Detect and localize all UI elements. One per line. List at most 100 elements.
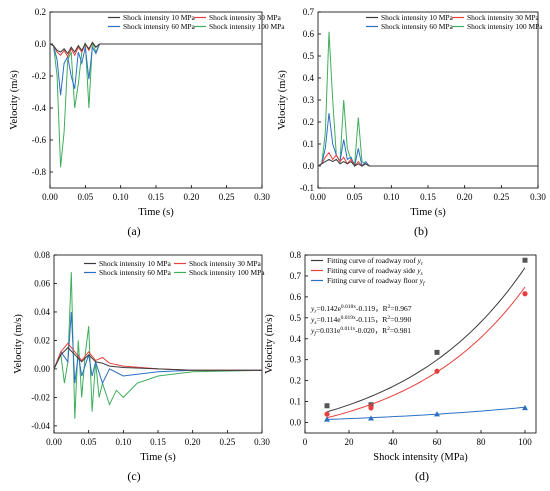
fit-equation: yf=0.031e0.011x-0.020，R2=0.981 (310, 326, 411, 337)
x-tick-label: 0.20 (183, 192, 199, 202)
legend-entry: Shock intensity 100 MPa (209, 22, 285, 31)
y-tick-label: 0.5 (303, 51, 315, 61)
data-point (522, 291, 528, 297)
legend-entry: Fitting curve of roadway side ys (327, 266, 423, 277)
x-tick-label: 0.00 (46, 437, 62, 447)
y-tick-label: -0.2 (32, 71, 46, 81)
y-tick-label: 0.2 (290, 376, 301, 386)
y-tick-label: 0.4 (303, 73, 315, 83)
data-point (522, 257, 528, 263)
data-point (522, 404, 528, 411)
x-tick-label: 0 (303, 437, 308, 447)
panel-label: (a) (127, 224, 140, 238)
y-tick-label: -0.6 (32, 135, 47, 145)
x-tick-label: 0.05 (347, 192, 363, 202)
x-tick-label: 0.30 (530, 192, 546, 202)
y-tick-label: 0.00 (34, 364, 50, 374)
x-tick-label: 100 (518, 437, 532, 447)
fit-curve (326, 406, 526, 420)
y-tick-label: 0.3 (303, 95, 315, 105)
x-axis-title: Time (s) (410, 207, 446, 218)
fit-curve (326, 286, 526, 419)
y-tick-label: 0.3 (290, 355, 302, 365)
chart-panel-2: 0.00 0.05 0.10 0.15 0.20 0.25 0.30 0.7 0.6 0.5 0.4… (277, 7, 546, 238)
y-tick-label: 0.1 (303, 139, 314, 149)
data-point (324, 411, 330, 417)
x-tick-label: 0.15 (148, 192, 164, 202)
chart-panel-3: 0.00 0.05 0.10 0.15 0.20 0.25 0.30 0.08 0.06 0.04… (13, 250, 270, 483)
x-tick-label: 0.15 (420, 192, 436, 202)
series-line (53, 311, 262, 385)
x-tick-label: 0.10 (383, 192, 399, 202)
legend-entry: Fitting curve of roadway floor yf (327, 276, 426, 287)
x-tick-label: 0.20 (185, 437, 201, 447)
y-axis-title: Velocity (m/s) (264, 314, 275, 374)
y-tick-label: 0.7 (303, 7, 315, 17)
fit-equation: yr=0.142e0.018x-0.119，R2=0.967 (310, 304, 412, 315)
plot-frame (49, 11, 263, 189)
legend-entry: Shock intensity 100 MPa (467, 22, 543, 31)
chart-panel-4: 0 20 40 60 80 100 0.8 0.7 0.6 0.5 0.4 0.3 0.2 0.1 0.0 S… (264, 250, 537, 483)
series-line (49, 41, 262, 55)
y-tick-label: 0.6 (303, 29, 315, 39)
data-point (368, 415, 374, 421)
y-tick-label: 0.04 (34, 307, 50, 317)
legend-entry: Shock intensity 60 MPa (123, 22, 196, 31)
y-tick-label: 0.5 (290, 313, 302, 323)
x-tick-label: 0.25 (219, 437, 235, 447)
y-tick-label: 0.6 (290, 292, 302, 302)
y-axis-title: Velocity (m/s) (13, 314, 24, 374)
chart-panel-1: 0.00 0.05 0.10 0.15 0.20 0.25 0.30 0.2 0.0 -0.2 -0… (9, 7, 285, 238)
x-tick-label: 0.25 (493, 192, 509, 202)
legend-entry: Shock intensity 10 MPa (123, 13, 196, 22)
x-tick-label: 0.10 (113, 192, 129, 202)
y-tick-label: 0.0 (290, 418, 302, 428)
series-line (317, 113, 538, 168)
y-tick-label: 0.06 (34, 278, 50, 288)
series-line (53, 346, 262, 371)
y-axis-title: Velocity (m/s) (277, 70, 288, 130)
series-line (317, 151, 538, 167)
x-axis-title: Shock intensity (MPa) (373, 452, 468, 463)
x-tick-label: 80 (477, 437, 487, 447)
x-tick-label: 0.30 (254, 437, 270, 447)
x-axis-title: Time (s) (138, 207, 174, 218)
x-tick-label: 0.05 (77, 192, 93, 202)
plot-frame (304, 254, 537, 434)
y-tick-label: -0.8 (32, 167, 47, 177)
y-tick-label: -0.1 (300, 183, 314, 193)
panel-label: (d) (415, 469, 429, 483)
x-tick-label: 40 (389, 437, 399, 447)
x-tick-label: 0.10 (115, 437, 131, 447)
legend-entry: Shock intensity 30 MPa (209, 13, 282, 22)
x-tick-label: 0.15 (150, 437, 166, 447)
legend-entry: Shock intensity 10 MPa (99, 259, 172, 268)
y-tick-label: 0.4 (290, 334, 302, 344)
legend-entry: Shock intensity 10 MPa (381, 13, 454, 22)
legend-entry: Shock intensity 30 MPa (189, 259, 262, 268)
y-tick-label: 0.2 (303, 117, 314, 127)
fit-curve (326, 267, 526, 413)
data-point (324, 403, 330, 409)
panel-label: (c) (127, 469, 140, 483)
series-line (317, 158, 538, 167)
y-axis-title: Velocity (m/s) (9, 70, 20, 130)
x-tick-label: 20 (345, 437, 355, 447)
fit-equation: ys=0.114e0.019x-0.115，R2=0.990 (310, 315, 411, 326)
x-tick-label: 0.00 (42, 192, 58, 202)
x-tick-label: 0.25 (219, 192, 235, 202)
x-tick-label: 0.30 (254, 192, 270, 202)
data-point (434, 368, 440, 374)
x-tick-label: 0.00 (310, 192, 326, 202)
x-axis-title: Time (s) (140, 452, 176, 463)
x-tick-label: 0.05 (81, 437, 97, 447)
y-tick-label: 0.8 (290, 250, 302, 260)
data-point (368, 405, 374, 411)
panel-label: (b) (414, 224, 428, 238)
legend-entry: Shock intensity 60 MPa (99, 268, 172, 277)
legend-entry: Shock intensity 30 MPa (467, 13, 540, 22)
y-tick-label: 0.0 (303, 161, 315, 171)
y-tick-label: 0.1 (290, 397, 301, 407)
y-tick-label: 0.0 (35, 39, 47, 49)
